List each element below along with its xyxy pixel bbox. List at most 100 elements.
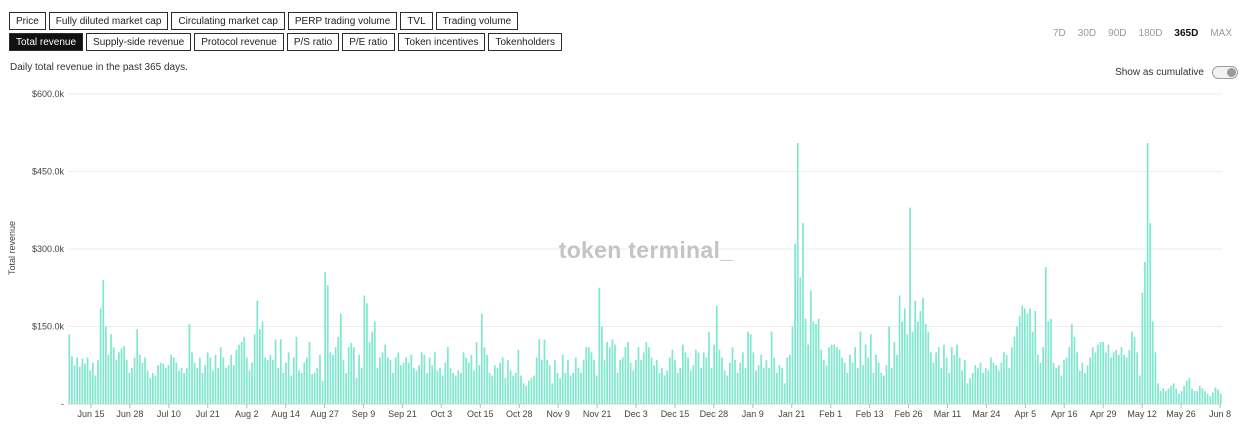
bar[interactable] bbox=[73, 365, 76, 404]
bar[interactable] bbox=[1081, 362, 1084, 404]
bar[interactable] bbox=[248, 370, 251, 404]
tab-supply-side-revenue[interactable]: Supply-side revenue bbox=[86, 33, 192, 51]
bar[interactable] bbox=[431, 365, 434, 404]
bar[interactable] bbox=[963, 360, 966, 404]
bar[interactable] bbox=[734, 360, 736, 404]
bar[interactable] bbox=[1144, 261, 1146, 404]
bar[interactable] bbox=[564, 373, 567, 404]
bar[interactable] bbox=[812, 321, 815, 404]
bar[interactable] bbox=[919, 311, 922, 404]
bar[interactable] bbox=[1172, 383, 1175, 404]
bar[interactable] bbox=[867, 357, 870, 405]
bar[interactable] bbox=[621, 357, 624, 405]
bar[interactable] bbox=[551, 383, 554, 404]
bar[interactable] bbox=[1206, 393, 1209, 404]
bar[interactable] bbox=[574, 357, 577, 405]
bar[interactable] bbox=[572, 373, 575, 404]
bar[interactable] bbox=[193, 362, 196, 404]
bar[interactable] bbox=[815, 323, 817, 404]
bar[interactable] bbox=[1055, 367, 1058, 404]
bar[interactable] bbox=[757, 365, 760, 404]
bar[interactable] bbox=[285, 362, 287, 404]
bar[interactable] bbox=[1026, 313, 1029, 404]
bar[interactable] bbox=[697, 352, 700, 404]
bar[interactable] bbox=[804, 318, 807, 404]
bar[interactable] bbox=[118, 352, 120, 404]
range-max[interactable]: MAX bbox=[1210, 28, 1232, 39]
bar[interactable] bbox=[987, 370, 990, 404]
bar[interactable] bbox=[1201, 388, 1204, 405]
bar[interactable] bbox=[1115, 349, 1118, 404]
bar[interactable] bbox=[394, 357, 397, 405]
bar[interactable] bbox=[1091, 347, 1094, 404]
bar[interactable] bbox=[496, 367, 499, 404]
bar[interactable] bbox=[875, 354, 877, 404]
bar[interactable] bbox=[888, 326, 890, 405]
bar[interactable] bbox=[373, 321, 376, 404]
bar[interactable] bbox=[611, 339, 614, 404]
bar[interactable] bbox=[1118, 354, 1120, 404]
bar[interactable] bbox=[1107, 344, 1110, 404]
bar[interactable] bbox=[499, 362, 501, 404]
bar[interactable] bbox=[1094, 352, 1097, 404]
bar[interactable] bbox=[488, 373, 491, 404]
bar[interactable] bbox=[1089, 357, 1092, 405]
bar[interactable] bbox=[1084, 373, 1086, 404]
bar[interactable] bbox=[157, 365, 159, 404]
bar[interactable] bbox=[554, 360, 556, 404]
bar[interactable] bbox=[480, 313, 483, 404]
bar[interactable] bbox=[590, 352, 593, 404]
bar[interactable] bbox=[235, 349, 238, 404]
bar[interactable] bbox=[99, 308, 102, 404]
bar[interactable] bbox=[81, 358, 84, 404]
bar[interactable] bbox=[527, 380, 530, 404]
bar[interactable] bbox=[1136, 352, 1139, 404]
bar[interactable] bbox=[371, 331, 374, 404]
bar[interactable] bbox=[345, 373, 347, 404]
bar[interactable] bbox=[943, 344, 945, 404]
bar[interactable] bbox=[342, 360, 345, 404]
bar[interactable] bbox=[984, 367, 987, 404]
bar[interactable] bbox=[974, 365, 977, 404]
bar[interactable] bbox=[368, 342, 371, 404]
bar[interactable] bbox=[997, 370, 1000, 404]
bar[interactable] bbox=[191, 352, 193, 404]
bar[interactable] bbox=[253, 334, 256, 404]
bar[interactable] bbox=[1198, 385, 1201, 404]
bar[interactable] bbox=[507, 360, 509, 404]
bar[interactable] bbox=[170, 354, 172, 404]
bar[interactable] bbox=[462, 352, 465, 404]
bar[interactable] bbox=[648, 347, 650, 404]
bar[interactable] bbox=[1165, 391, 1167, 404]
bar[interactable] bbox=[1010, 347, 1013, 404]
bar[interactable] bbox=[204, 365, 206, 404]
bar[interactable] bbox=[642, 352, 645, 404]
bar[interactable] bbox=[1217, 389, 1219, 404]
bar[interactable] bbox=[313, 373, 316, 404]
bar[interactable] bbox=[86, 357, 89, 405]
bar[interactable] bbox=[400, 365, 402, 404]
bar[interactable] bbox=[188, 323, 191, 404]
bar[interactable] bbox=[1162, 388, 1165, 405]
bar[interactable] bbox=[1050, 318, 1052, 404]
bar[interactable] bbox=[1146, 143, 1149, 404]
bar[interactable] bbox=[1151, 321, 1154, 404]
bar[interactable] bbox=[762, 367, 765, 404]
bar[interactable] bbox=[1003, 352, 1005, 404]
bar[interactable] bbox=[102, 280, 105, 404]
bar[interactable] bbox=[1141, 292, 1144, 404]
bar[interactable] bbox=[525, 385, 528, 404]
tab-perp-trading-volume[interactable]: PERP trading volume bbox=[287, 12, 398, 30]
bar[interactable] bbox=[718, 349, 721, 404]
bar[interactable] bbox=[692, 365, 695, 404]
bar[interactable] bbox=[1068, 347, 1071, 404]
bar[interactable] bbox=[580, 373, 582, 404]
bar[interactable] bbox=[1167, 388, 1170, 405]
bar[interactable] bbox=[225, 367, 227, 404]
bar[interactable] bbox=[543, 339, 546, 404]
bar[interactable] bbox=[794, 243, 796, 404]
bar[interactable] bbox=[1125, 357, 1128, 405]
bar[interactable] bbox=[715, 305, 718, 404]
bar[interactable] bbox=[475, 342, 478, 404]
bar[interactable] bbox=[366, 303, 368, 404]
